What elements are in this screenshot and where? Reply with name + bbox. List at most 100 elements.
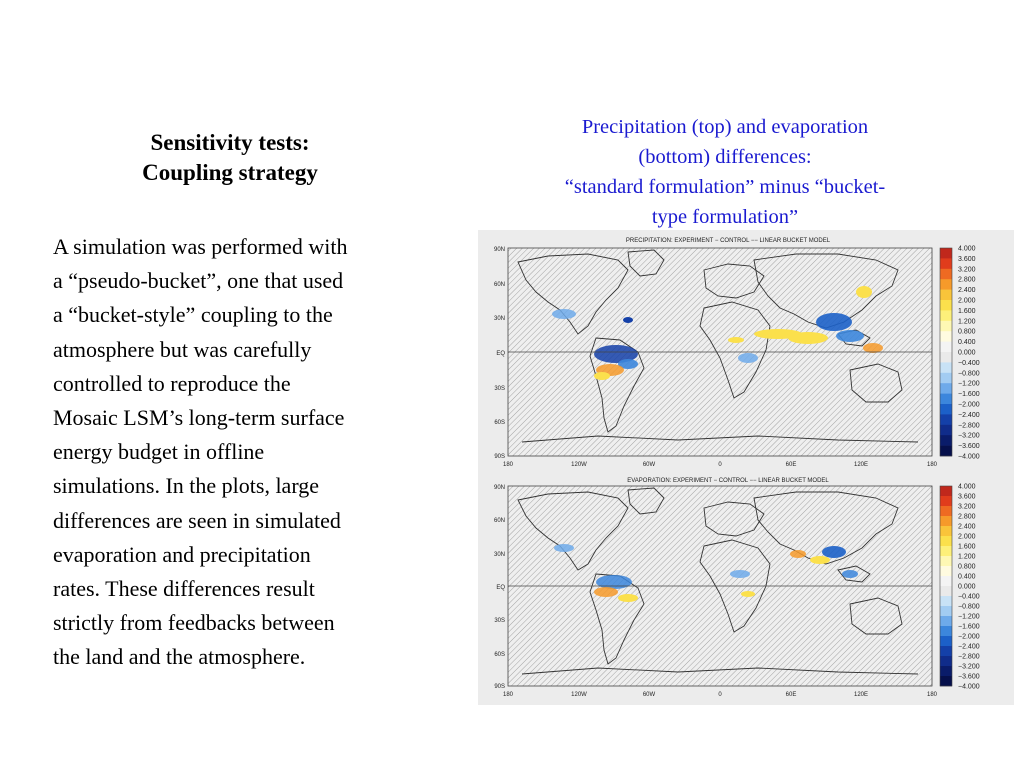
body-line: A simulation was performed with — [53, 234, 348, 259]
evaporation-map-panel: EVAPORATION: EXPERIMENT − CONTROL −− LIN… — [478, 470, 1014, 705]
continents — [517, 487, 919, 675]
colorbar-label: −4.000 — [958, 454, 980, 461]
colorbar-swatch — [940, 566, 952, 577]
lat-tick: 90S — [494, 454, 505, 460]
colorbar-label: −2.400 — [958, 412, 980, 419]
colorbar-swatch — [940, 300, 952, 311]
map-title: EVAPORATION: EXPERIMENT − CONTROL −− LIN… — [627, 478, 829, 484]
colorbar-frame — [939, 247, 953, 457]
lon-tick: 0 — [718, 462, 722, 468]
body-line: a “pseudo-bucket”, one that used — [53, 268, 344, 294]
colorbar-label: 3.600 — [958, 494, 976, 501]
colorbar-swatch — [940, 362, 952, 374]
colorbar-label: −2.800 — [958, 422, 980, 429]
lat-tick: 30S — [494, 618, 505, 624]
lon-tick: 180 — [503, 462, 514, 468]
colorbar-label: −2.800 — [958, 654, 980, 661]
colorbar-swatch — [940, 636, 952, 647]
body-line: energy budget in offline — [53, 439, 265, 465]
lat-tick: 30N — [494, 316, 505, 322]
colorbar-label: 2.000 — [958, 534, 976, 541]
lon-tick: 60E — [786, 692, 797, 698]
lat-tick: 60S — [494, 420, 505, 426]
lon-tick: 180 — [927, 462, 938, 468]
colorbar-swatch — [940, 576, 952, 587]
lat-tick: 60N — [494, 282, 505, 288]
colorbar-label: 1.600 — [958, 544, 976, 551]
colorbar-label: 4.000 — [958, 246, 976, 253]
colorbar-swatch — [940, 268, 952, 280]
caption-line: “standard formulation” minus “bucket- — [564, 176, 886, 198]
colorbar-swatch — [940, 586, 952, 597]
body-line: the land and the atmosphere. — [53, 644, 306, 670]
colorbar-swatch — [940, 248, 952, 259]
colorbar-swatch — [940, 626, 952, 637]
body-line: controlled to reproduce the — [53, 370, 291, 396]
lon-tick: 60W — [643, 692, 656, 698]
colorbar-label: 1.200 — [958, 554, 976, 561]
colorbar-swatch — [940, 596, 952, 607]
colorbar-swatch — [940, 556, 952, 567]
colorbar-label: 3.600 — [958, 256, 976, 263]
colorbar-label: 3.200 — [958, 266, 976, 273]
lat-tick: 60S — [494, 652, 505, 658]
heading-line-1: Sensitivity tests: — [150, 130, 310, 155]
colorbar-label: −0.400 — [958, 594, 980, 601]
lon-tick: 180 — [927, 692, 938, 698]
colorbar-swatch — [940, 536, 952, 547]
body-line: atmosphere but was carefully — [53, 336, 312, 362]
slide-heading: Sensitivity tests: Coupling strategy — [60, 128, 400, 188]
anomaly-patches — [554, 544, 858, 602]
colorbar-label: −0.800 — [958, 604, 980, 611]
body-line: differences are seen in simulated — [53, 507, 341, 533]
heading-line-2: Coupling strategy — [142, 160, 318, 185]
colorbar-label: 2.000 — [958, 298, 976, 305]
body-line: Mosaic LSM’s long-term surface — [53, 405, 345, 431]
body-line: a “bucket-style” coupling to the — [53, 302, 333, 328]
colorbar-swatch — [940, 546, 952, 557]
colorbar-swatch — [940, 496, 952, 507]
caption-line: Precipitation (top) and evaporation — [581, 116, 869, 138]
precipitation-map-panel: PRECIPITATION: EXPERIMENT − CONTROL −− L… — [478, 230, 1014, 470]
colorbar-swatch — [940, 666, 952, 677]
lat-tick: 90S — [494, 684, 505, 690]
colorbar-label: 0.800 — [958, 329, 976, 336]
colorbar-swatch — [940, 310, 952, 322]
colorbar-swatch — [940, 486, 952, 497]
colorbar-label: 2.800 — [958, 277, 976, 284]
colorbar-swatch — [940, 616, 952, 627]
lat-tick: 30S — [494, 386, 505, 392]
lon-tick: 60E — [786, 462, 797, 468]
body-line: rates. These differences result — [53, 576, 315, 602]
lat-tick: EQ — [496, 585, 505, 591]
colorbar-swatch — [940, 656, 952, 667]
colorbar-label: −3.600 — [958, 674, 980, 681]
lat-tick: EQ — [496, 351, 505, 357]
colorbar-swatch — [940, 279, 952, 290]
colorbar-label: 2.400 — [958, 524, 976, 531]
colorbar-label: −3.200 — [958, 433, 980, 440]
lon-tick: 0 — [718, 692, 722, 698]
colorbar-label: −1.200 — [958, 381, 980, 388]
evaporation-map: EVAPORATION: EXPERIMENT − CONTROL −− LIN… — [494, 478, 980, 698]
colorbar: 4.000 3.600 3.200 2.800 2.400 2.000 1.600 1.200… — [939, 246, 980, 461]
colorbar-label: −3.600 — [958, 443, 980, 450]
colorbar-label: −0.800 — [958, 370, 980, 377]
caption-line: type formulation” — [651, 206, 799, 228]
colorbar-swatch — [940, 383, 952, 394]
colorbar-swatch — [940, 526, 952, 537]
lat-tick: 90N — [494, 247, 505, 253]
lat-tick: 90N — [494, 485, 505, 491]
colorbar-swatch — [940, 393, 952, 405]
colorbar-label: −2.000 — [958, 634, 980, 641]
lon-tick: 120E — [854, 692, 868, 698]
lon-tick: 120W — [571, 692, 587, 698]
body-line: strictly from feedbacks between — [53, 610, 335, 636]
colorbar-swatch — [940, 341, 952, 353]
colorbar-frame — [939, 485, 953, 687]
colorbar-swatch — [940, 424, 952, 436]
precipitation-map: PRECIPITATION: EXPERIMENT − CONTROL −− L… — [494, 238, 980, 468]
figure-caption: Precipitation (top) and evaporation (bot… — [500, 112, 950, 232]
longitude-axis: 180 120W 60W 0 60E 120E 180 — [503, 462, 938, 468]
colorbar-swatch — [940, 435, 952, 446]
